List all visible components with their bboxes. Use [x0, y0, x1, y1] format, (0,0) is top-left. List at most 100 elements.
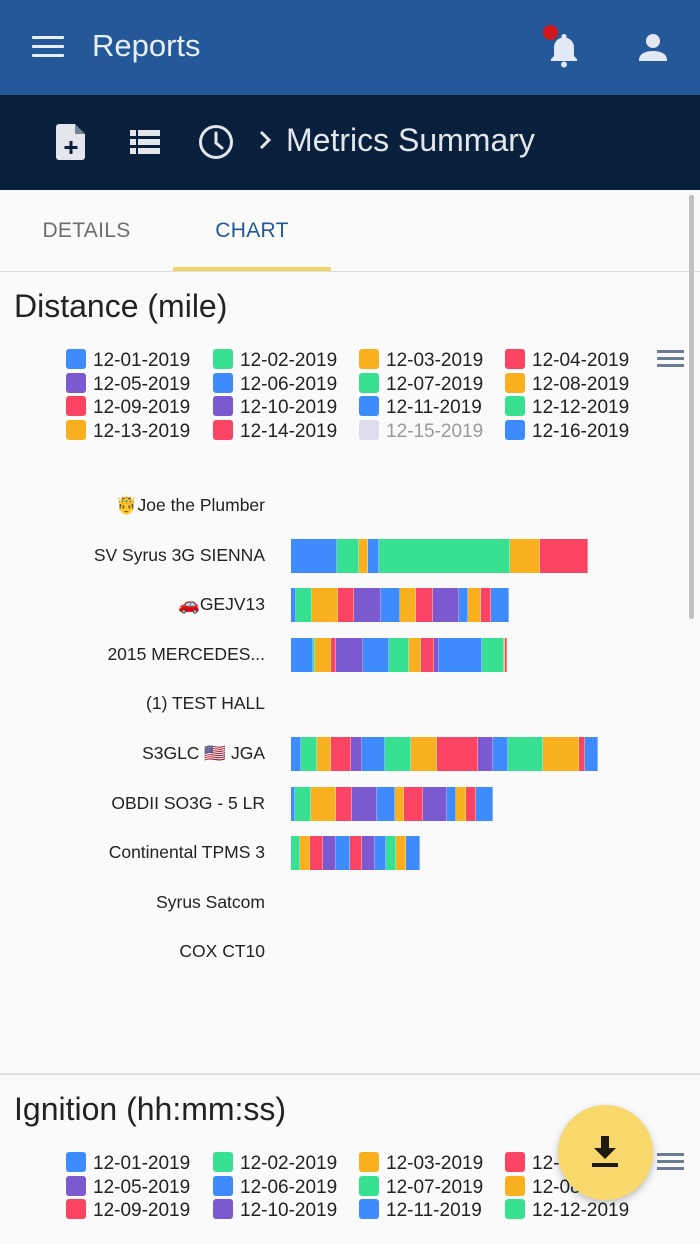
bar-segment[interactable]	[493, 737, 508, 771]
bar-segment[interactable]	[291, 737, 301, 771]
bar-segment[interactable]	[331, 737, 351, 771]
bar-segment[interactable]	[317, 737, 331, 771]
bar-segment[interactable]	[456, 786, 466, 821]
bar-segment[interactable]	[291, 637, 313, 672]
legend-item[interactable]: 12-05-2019	[66, 1175, 190, 1198]
menu-icon[interactable]	[32, 36, 64, 60]
download-button[interactable]	[558, 1105, 653, 1200]
bar-segment[interactable]	[362, 836, 375, 871]
legend-item[interactable]: 12-02-2019	[213, 349, 337, 371]
bar-segment[interactable]	[296, 588, 312, 623]
distance-chart-menu-button[interactable]	[657, 350, 684, 370]
bar-segment[interactable]	[368, 538, 379, 573]
legend-item[interactable]: 12-09-2019	[66, 396, 190, 418]
bar-segment[interactable]	[409, 637, 421, 672]
bar-segment[interactable]	[505, 637, 507, 672]
bar-segment[interactable]	[351, 737, 362, 771]
bar-segment[interactable]	[459, 588, 468, 623]
bar-segment[interactable]	[434, 637, 439, 672]
bar-segment[interactable]	[312, 588, 338, 623]
bar-segment[interactable]	[478, 737, 493, 771]
legend-item[interactable]: 12-11-2019	[359, 1199, 482, 1221]
ignition-chart-menu-button[interactable]	[657, 1153, 684, 1173]
bar-segment[interactable]	[504, 637, 505, 672]
bar-segment[interactable]	[423, 786, 447, 821]
bar-segment[interactable]	[468, 588, 481, 623]
bar-segment[interactable]	[385, 737, 411, 771]
legend-item[interactable]: 12-08-2019	[505, 372, 629, 395]
bar-segment[interactable]	[291, 836, 300, 871]
legend-item[interactable]: 12-10-2019	[213, 396, 337, 418]
bar-segment[interactable]	[311, 786, 336, 821]
bar-segment[interactable]	[291, 538, 337, 573]
bar-segment[interactable]	[359, 538, 368, 573]
bar-segment[interactable]	[352, 786, 377, 821]
bar-segment[interactable]	[411, 737, 437, 771]
bar-segment[interactable]	[295, 786, 311, 821]
bar-segment[interactable]	[336, 637, 363, 672]
list-view-button[interactable]	[130, 130, 160, 159]
legend-item[interactable]: 12-12-2019	[505, 396, 629, 418]
legend-item[interactable]: 12-10-2019	[213, 1199, 337, 1221]
legend-item[interactable]: 12-03-2019	[359, 349, 483, 371]
bar-segment[interactable]	[482, 637, 504, 672]
legend-item[interactable]: 12-11-2019	[359, 396, 482, 418]
legend-item[interactable]: 12-04-2019	[505, 349, 629, 371]
tab-chart[interactable]: CHART	[173, 190, 331, 271]
bar-segment[interactable]	[421, 637, 434, 672]
legend-item[interactable]: 12-13-2019	[66, 420, 190, 442]
bar-segment[interactable]	[315, 637, 331, 672]
legend-item[interactable]: 12-09-2019	[66, 1199, 190, 1221]
notifications-button[interactable]	[543, 25, 582, 68]
bar-segment[interactable]	[362, 737, 385, 771]
bar-segment[interactable]	[331, 637, 336, 672]
bar-segment[interactable]	[447, 786, 456, 821]
bar-segment[interactable]	[466, 786, 476, 821]
bar-segment[interactable]	[406, 836, 420, 871]
bar-segment[interactable]	[400, 588, 416, 623]
bar-segment[interactable]	[336, 786, 352, 821]
bar-segment[interactable]	[540, 538, 588, 573]
legend-item[interactable]: 12-16-2019	[505, 420, 629, 442]
bar-segment[interactable]	[386, 836, 396, 871]
bar-segment[interactable]	[433, 588, 459, 623]
bar-segment[interactable]	[310, 836, 323, 871]
bar-segment[interactable]	[404, 786, 423, 821]
bar-segment[interactable]	[300, 836, 310, 871]
bar-segment[interactable]	[585, 737, 598, 771]
legend-item[interactable]: 12-07-2019	[359, 372, 483, 395]
legend-item[interactable]: 12-12-2019	[505, 1199, 629, 1221]
legend-item[interactable]: 12-03-2019	[359, 1152, 483, 1174]
legend-item[interactable]: 12-07-2019	[359, 1175, 483, 1198]
bar-segment[interactable]	[508, 737, 543, 771]
bar-segment[interactable]	[350, 836, 362, 871]
bar-segment[interactable]	[291, 786, 295, 821]
bar-segment[interactable]	[336, 836, 350, 871]
user-account-button[interactable]	[636, 30, 670, 64]
bar-segment[interactable]	[338, 588, 354, 623]
history-button[interactable]	[198, 124, 234, 165]
bar-segment[interactable]	[395, 786, 404, 821]
bar-segment[interactable]	[437, 737, 478, 771]
bar-segment[interactable]	[381, 588, 400, 623]
legend-item[interactable]: 12-01-2019	[66, 1152, 190, 1174]
legend-item[interactable]: 12-15-2019	[359, 420, 483, 442]
bar-segment[interactable]	[476, 786, 493, 821]
bar-segment[interactable]	[510, 538, 540, 573]
new-report-button[interactable]	[56, 124, 86, 165]
legend-item[interactable]: 12-06-2019	[213, 1175, 337, 1198]
bar-segment[interactable]	[543, 737, 579, 771]
bar-segment[interactable]	[379, 538, 510, 573]
legend-item[interactable]: 12-06-2019	[213, 372, 337, 395]
bar-segment[interactable]	[301, 737, 317, 771]
bar-segment[interactable]	[481, 588, 491, 623]
bar-segment[interactable]	[491, 588, 509, 623]
bar-segment[interactable]	[291, 588, 296, 623]
legend-item[interactable]: 12-02-2019	[213, 1152, 337, 1174]
bar-segment[interactable]	[439, 637, 482, 672]
scrollbar[interactable]	[689, 195, 694, 619]
legend-item[interactable]: 12-01-2019	[66, 349, 190, 371]
bar-segment[interactable]	[377, 786, 395, 821]
bar-segment[interactable]	[323, 836, 336, 871]
bar-segment[interactable]	[363, 637, 389, 672]
